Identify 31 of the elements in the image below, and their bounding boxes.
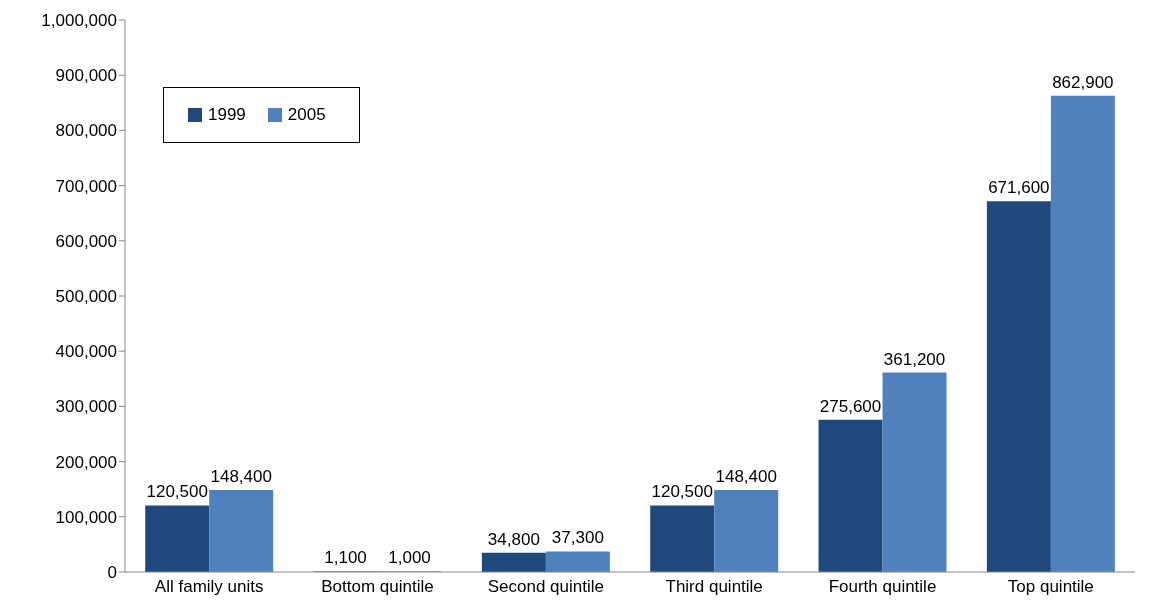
y-tick-label: 800,000 — [55, 121, 117, 141]
x-tick-label: Bottom quintile — [321, 577, 434, 597]
data-label: 671,600 — [988, 178, 1050, 198]
x-tick-label: Third quintile — [665, 577, 763, 597]
legend-label: 1999 — [208, 105, 246, 125]
data-label: 34,800 — [487, 529, 540, 549]
legend-label: 2005 — [287, 105, 326, 125]
data-label: 37,300 — [551, 528, 604, 548]
y-tick-label: 100,000 — [55, 507, 117, 527]
data-label: 148,400 — [210, 467, 272, 487]
data-label: 275,600 — [819, 396, 882, 416]
y-tick-label: 900,000 — [55, 66, 117, 86]
x-tick-label: All family units — [154, 577, 264, 597]
data-label: 361,200 — [883, 349, 946, 369]
x-tick-label: Fourth quintile — [828, 577, 937, 597]
y-tick-label: 0 — [107, 563, 117, 583]
data-label: 148,400 — [715, 467, 777, 487]
data-label: 120,500 — [651, 482, 713, 502]
data-label: 120,500 — [146, 482, 208, 502]
y-tick-label: 700,000 — [55, 176, 117, 196]
data-label: 1,000 — [388, 548, 431, 568]
y-tick-label: 600,000 — [55, 231, 117, 251]
y-tick-label: 400,000 — [55, 342, 117, 362]
y-tick-label: 500,000 — [55, 287, 117, 307]
y-tick-label: 1,000,000 — [41, 11, 117, 31]
y-tick-label: 300,000 — [55, 397, 117, 417]
data-label: 1,100 — [324, 548, 367, 568]
x-tick-label: Top quintile — [1007, 577, 1094, 597]
x-tick-label: Second quintile — [487, 577, 604, 597]
data-label: 862,900 — [1052, 72, 1114, 92]
y-tick-label: 200,000 — [55, 452, 117, 472]
